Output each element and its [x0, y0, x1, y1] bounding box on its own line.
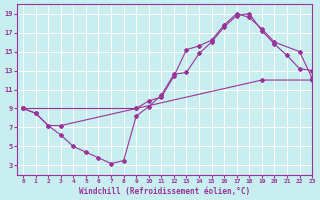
X-axis label: Windchill (Refroidissement éolien,°C): Windchill (Refroidissement éolien,°C) [79, 187, 250, 196]
